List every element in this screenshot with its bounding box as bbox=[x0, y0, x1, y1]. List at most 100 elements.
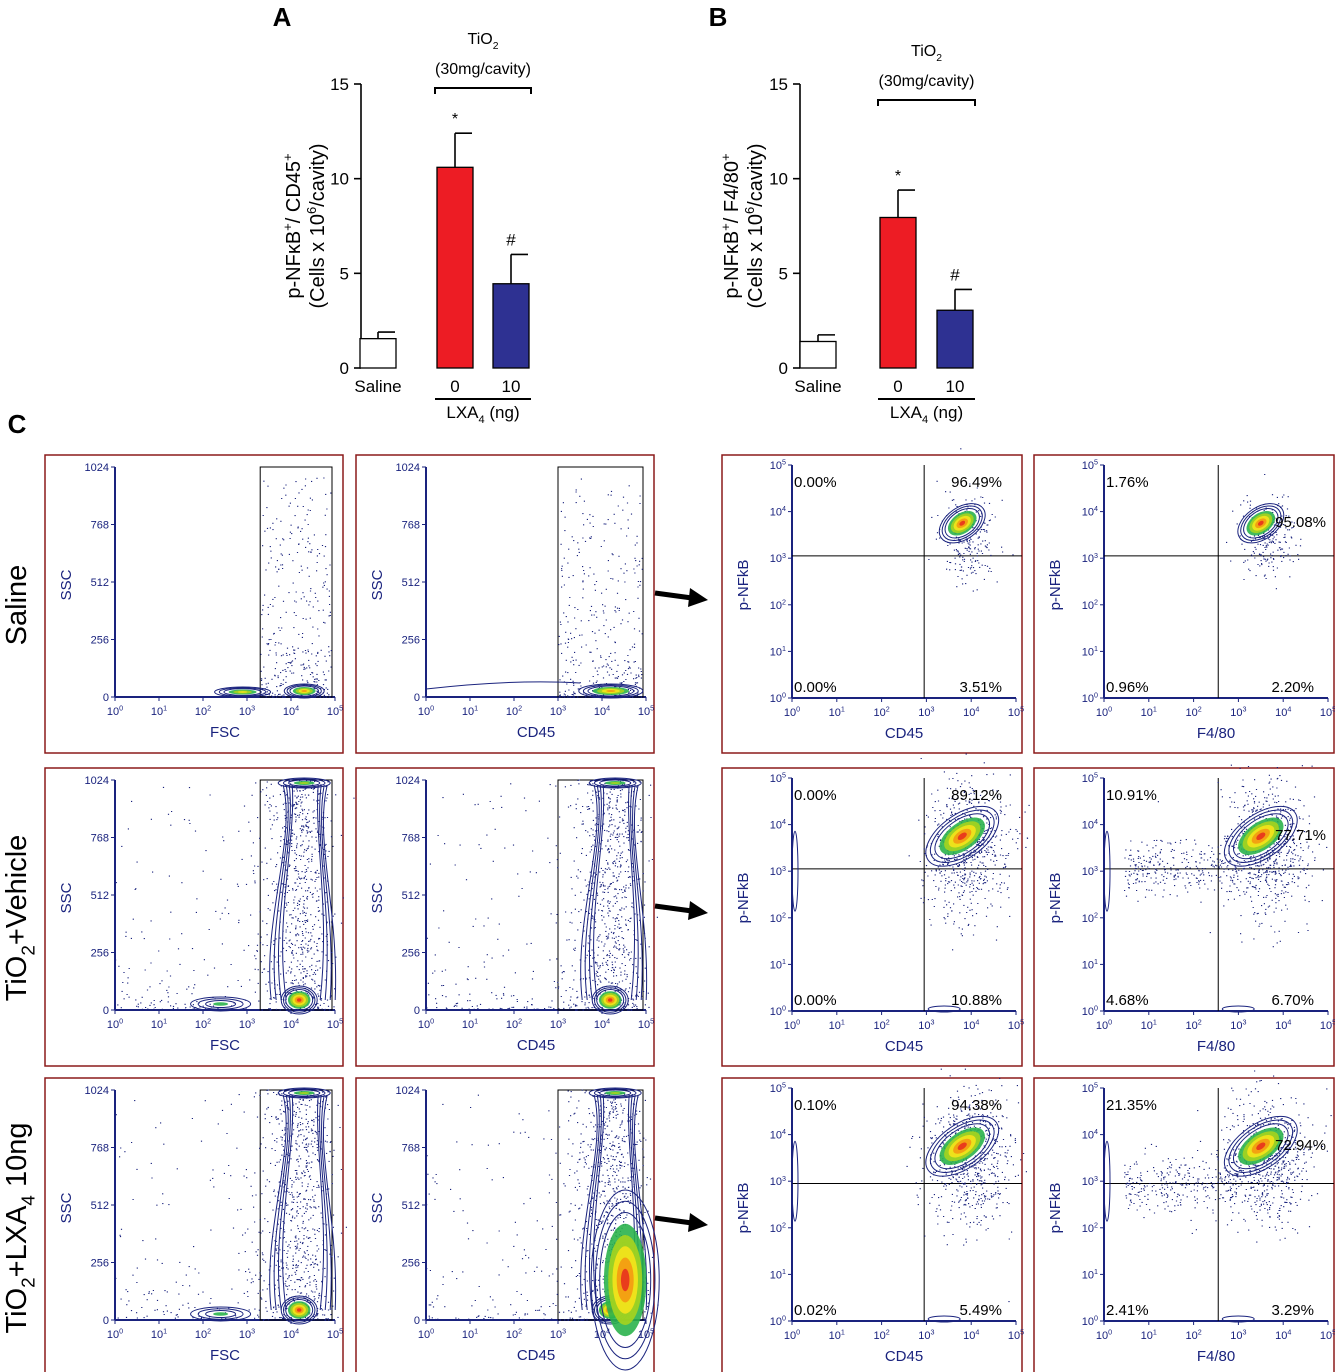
text-part: 10 bbox=[770, 1006, 782, 1018]
x-tick-label: 101 bbox=[151, 1018, 167, 1031]
text-part: 10 bbox=[506, 706, 518, 718]
density-contour bbox=[610, 1092, 621, 1094]
x-tick-label: 105 bbox=[1008, 706, 1024, 719]
density-contour bbox=[282, 778, 326, 788]
arrow-shaft bbox=[654, 903, 693, 914]
y-tick-label: 256 bbox=[91, 635, 109, 647]
text-part: 10 bbox=[873, 1330, 885, 1342]
text-part: / F4/80 bbox=[721, 161, 743, 223]
text-part: 6 bbox=[742, 207, 757, 214]
text-part: 4 bbox=[975, 706, 979, 714]
text-part: 2 bbox=[207, 1328, 211, 1336]
y-axis-label: p-NFkB bbox=[735, 873, 752, 924]
text-part: 2 bbox=[1094, 911, 1098, 919]
density-contour bbox=[223, 688, 262, 696]
percent-upper-right: 94.38% bbox=[951, 1097, 1002, 1114]
density-contour bbox=[282, 1094, 325, 1311]
text-part: 1 bbox=[1094, 645, 1098, 653]
y-tick-label: 768 bbox=[91, 520, 109, 532]
text-part: 5 bbox=[650, 705, 654, 713]
x-tick-label: 105 bbox=[1008, 1019, 1024, 1032]
significance-mark: # bbox=[950, 265, 960, 284]
group-label-line2: (30mg/cavity) bbox=[435, 61, 531, 78]
arrow-shaft bbox=[654, 1215, 693, 1226]
y-tick-label: 103 bbox=[770, 552, 786, 565]
text-part: 10 bbox=[770, 1316, 782, 1328]
density-contour bbox=[213, 1002, 229, 1006]
y-tick-label: 101 bbox=[1082, 1268, 1098, 1281]
density-contour bbox=[1256, 1142, 1266, 1150]
density-contour bbox=[296, 1308, 302, 1312]
text-part: 10 bbox=[1141, 1330, 1153, 1342]
text-part: 10 bbox=[594, 706, 606, 718]
x-tick-label: 105 bbox=[327, 705, 343, 718]
density-contour bbox=[1228, 809, 1294, 863]
text-part: 5 bbox=[1020, 1019, 1024, 1027]
percent-lower-right: 3.29% bbox=[1271, 1302, 1314, 1319]
category-label: Saline bbox=[354, 377, 401, 396]
text-part: 10 bbox=[239, 1019, 251, 1031]
text-part: 2 bbox=[886, 706, 890, 714]
x-tick-label: 100 bbox=[784, 1329, 800, 1342]
text-part: 10 bbox=[1275, 1330, 1287, 1342]
percent-lower-right: 2.20% bbox=[1271, 679, 1314, 696]
text-part: 1 bbox=[841, 706, 845, 714]
text-part: 2 bbox=[1198, 1329, 1202, 1337]
y-label-line1: p-NFκB+/ F4/80+ bbox=[718, 153, 743, 298]
text-part: Saline bbox=[1, 565, 33, 646]
density-contour bbox=[591, 985, 629, 1015]
y-tick-label: 105 bbox=[1082, 772, 1098, 785]
density-contour bbox=[218, 687, 267, 697]
text-part: 5 bbox=[782, 1082, 786, 1090]
text-part: 5 bbox=[1094, 1082, 1098, 1090]
text-part: 10 bbox=[770, 460, 782, 472]
x-tick-label: 101 bbox=[462, 1018, 478, 1031]
text-part: 1 bbox=[163, 1328, 167, 1336]
y-label-text: p-NFkB bbox=[735, 1183, 752, 1234]
text-part: p-NF bbox=[721, 254, 743, 298]
x-tick-label: 103 bbox=[1230, 1019, 1246, 1032]
text-part: 0 bbox=[782, 692, 786, 700]
x-tick-label: 101 bbox=[1141, 706, 1157, 719]
text-part: 10 bbox=[1082, 507, 1094, 519]
text-part: (ng) bbox=[485, 403, 520, 422]
text-part: 10 bbox=[770, 553, 782, 565]
percent-lower-left: 2.41% bbox=[1106, 1302, 1149, 1319]
density-contour bbox=[282, 1088, 326, 1098]
density-contour bbox=[587, 685, 635, 697]
y-tick-label: 768 bbox=[402, 520, 420, 532]
y-tick-label: 102 bbox=[770, 911, 786, 924]
x-tick-label: 103 bbox=[550, 1018, 566, 1031]
text-part: 10 bbox=[418, 1329, 430, 1341]
text-part: (Cells x 10 bbox=[307, 214, 329, 308]
density-contour bbox=[1228, 1119, 1294, 1173]
text-part: 10 bbox=[770, 866, 782, 878]
density-contour bbox=[584, 784, 643, 1001]
text-part: B bbox=[721, 231, 743, 244]
x-tick-label: 102 bbox=[873, 1019, 889, 1032]
x-tick-label: 101 bbox=[829, 706, 845, 719]
text-part: 2 bbox=[518, 1328, 522, 1336]
text-part: 4 bbox=[782, 1128, 786, 1136]
x-axis-label: CD45 bbox=[517, 1347, 555, 1364]
text-part: 10 bbox=[1082, 773, 1094, 785]
text-part: 10 bbox=[770, 913, 782, 925]
y-label-text: SSC bbox=[369, 882, 386, 913]
text-part: 3 bbox=[1094, 552, 1098, 560]
density-contour bbox=[273, 1094, 332, 1311]
y-axis-label: p-NFkB bbox=[735, 1183, 752, 1234]
text-part: 10 bbox=[1082, 866, 1094, 878]
y-tick-label: 101 bbox=[1082, 645, 1098, 658]
text-part: 2 bbox=[1094, 598, 1098, 606]
density-contour bbox=[593, 784, 636, 1001]
text-part: 10 bbox=[418, 706, 430, 718]
text-part: κ bbox=[721, 243, 743, 254]
plot-frame bbox=[1033, 767, 1335, 1067]
y-label-text: SSC bbox=[58, 882, 75, 913]
text-part: 5 bbox=[1020, 1329, 1024, 1337]
text-part: 0 bbox=[430, 1018, 434, 1026]
text-part: TiO bbox=[911, 43, 936, 60]
y-tick-label: 104 bbox=[1082, 505, 1098, 518]
x-tick-label: 104 bbox=[283, 1328, 299, 1341]
